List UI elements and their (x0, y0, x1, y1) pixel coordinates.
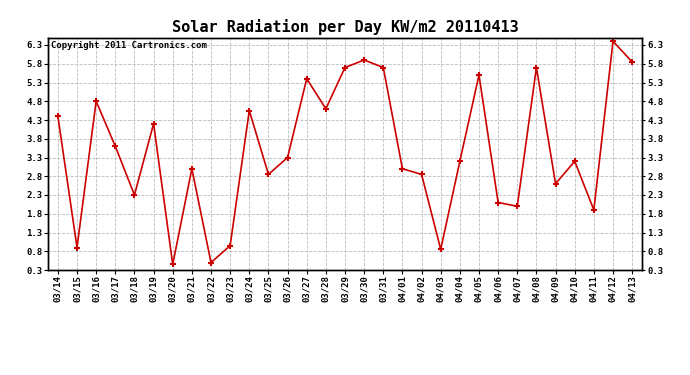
Text: Copyright 2011 Cartronics.com: Copyright 2011 Cartronics.com (51, 41, 207, 50)
Title: Solar Radiation per Day KW/m2 20110413: Solar Radiation per Day KW/m2 20110413 (172, 19, 518, 35)
